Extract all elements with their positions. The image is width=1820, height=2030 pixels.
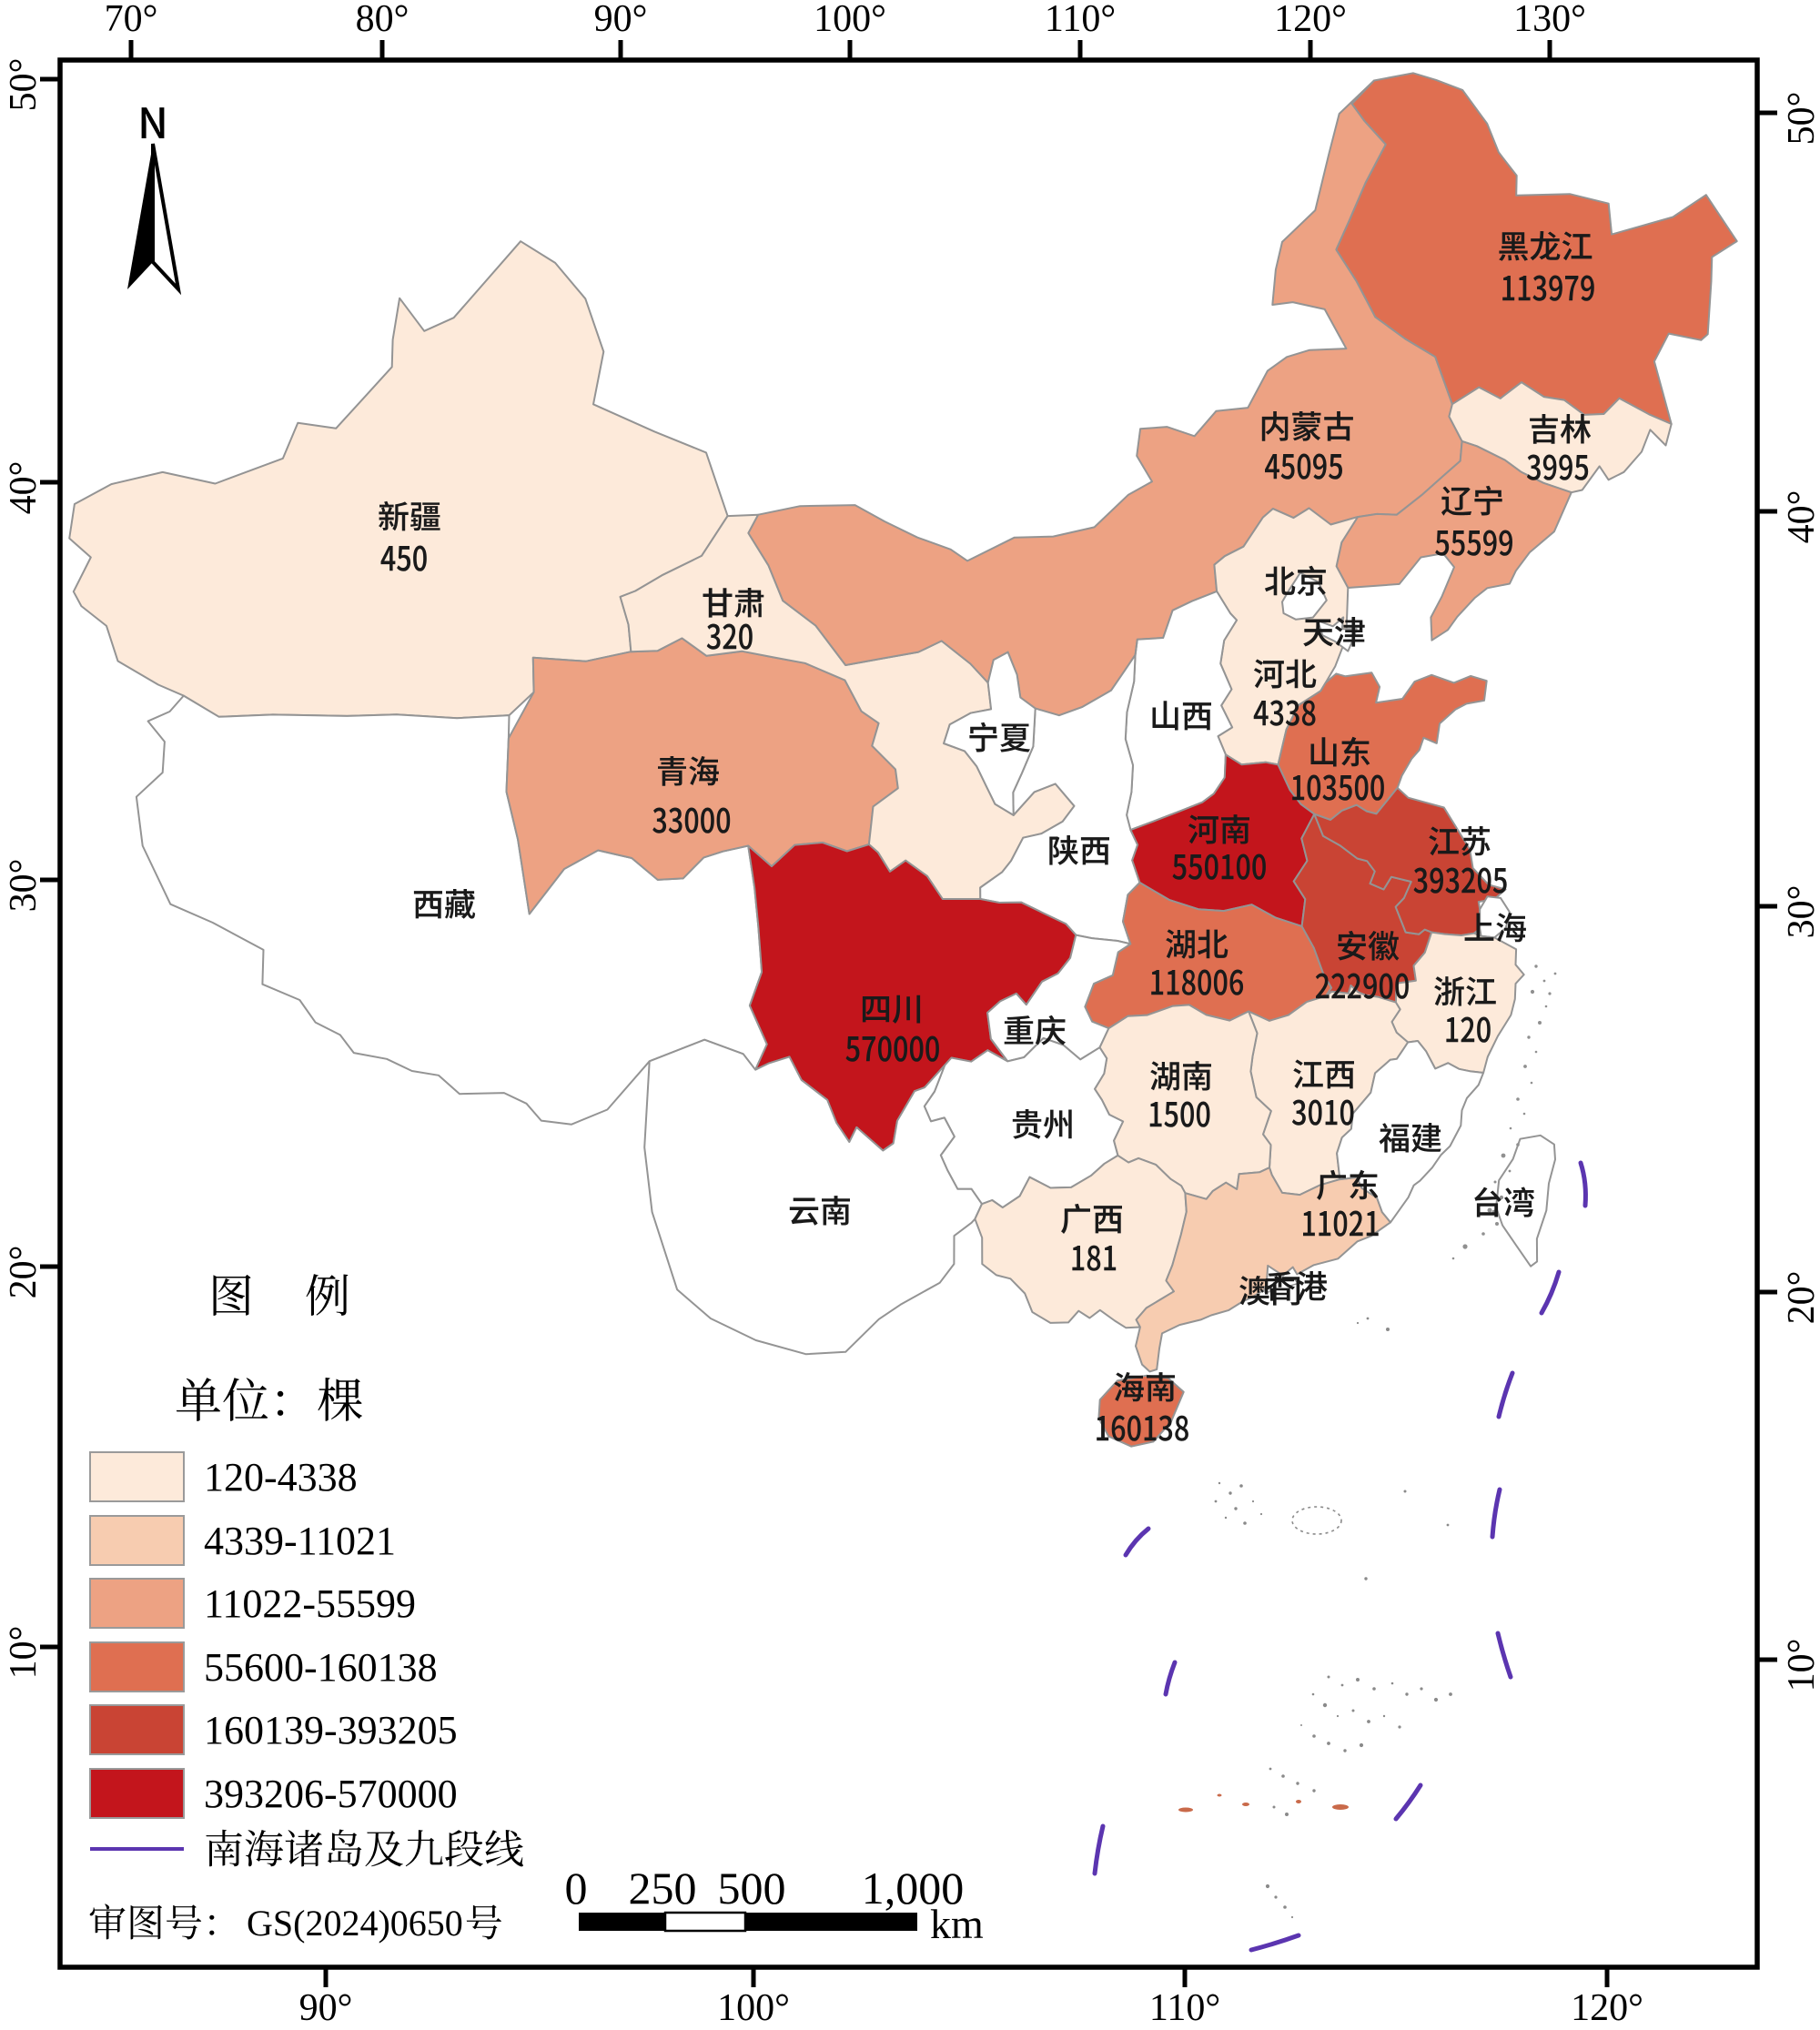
svg-text:120-4338: 120-4338 xyxy=(204,1455,358,1500)
svg-text:110°: 110° xyxy=(1149,1987,1220,2029)
svg-text:10°: 10° xyxy=(1781,1639,1820,1692)
svg-text:55600-160138: 55600-160138 xyxy=(204,1645,438,1690)
svg-text:10°: 10° xyxy=(3,1626,45,1680)
svg-text:30°: 30° xyxy=(1781,885,1820,939)
svg-text:80°: 80° xyxy=(356,0,410,40)
svg-text:120°: 120° xyxy=(1274,0,1347,40)
svg-text:100°: 100° xyxy=(814,0,886,40)
svg-text:90°: 90° xyxy=(594,0,648,40)
svg-text:393206-570000: 393206-570000 xyxy=(204,1772,458,1816)
svg-text:km: km xyxy=(930,1901,984,1947)
svg-text:250: 250 xyxy=(629,1863,697,1914)
svg-text:11022-55599: 11022-55599 xyxy=(204,1581,416,1626)
svg-text:100°: 100° xyxy=(717,1987,790,2029)
svg-text:0: 0 xyxy=(565,1863,588,1914)
svg-text:90°: 90° xyxy=(299,1987,353,2029)
svg-text:500: 500 xyxy=(718,1863,786,1914)
svg-text:1,000: 1,000 xyxy=(862,1863,965,1914)
svg-text:110°: 110° xyxy=(1045,0,1116,40)
svg-text:50°: 50° xyxy=(3,58,45,112)
svg-text:4339-11021: 4339-11021 xyxy=(204,1519,396,1563)
svg-text:40°: 40° xyxy=(3,461,45,515)
svg-text:40°: 40° xyxy=(1781,490,1820,544)
svg-text:130°: 130° xyxy=(1513,0,1586,40)
svg-text:20°: 20° xyxy=(3,1246,45,1299)
svg-text:160139-393205: 160139-393205 xyxy=(204,1708,458,1752)
svg-text:120°: 120° xyxy=(1571,1987,1643,2029)
svg-text:30°: 30° xyxy=(3,859,45,913)
svg-text:50°: 50° xyxy=(1781,92,1820,146)
svg-text:GS(2024)0650: GS(2024)0650 xyxy=(247,1903,463,1944)
svg-text:70°: 70° xyxy=(105,0,158,40)
svg-text:20°: 20° xyxy=(1781,1271,1820,1325)
